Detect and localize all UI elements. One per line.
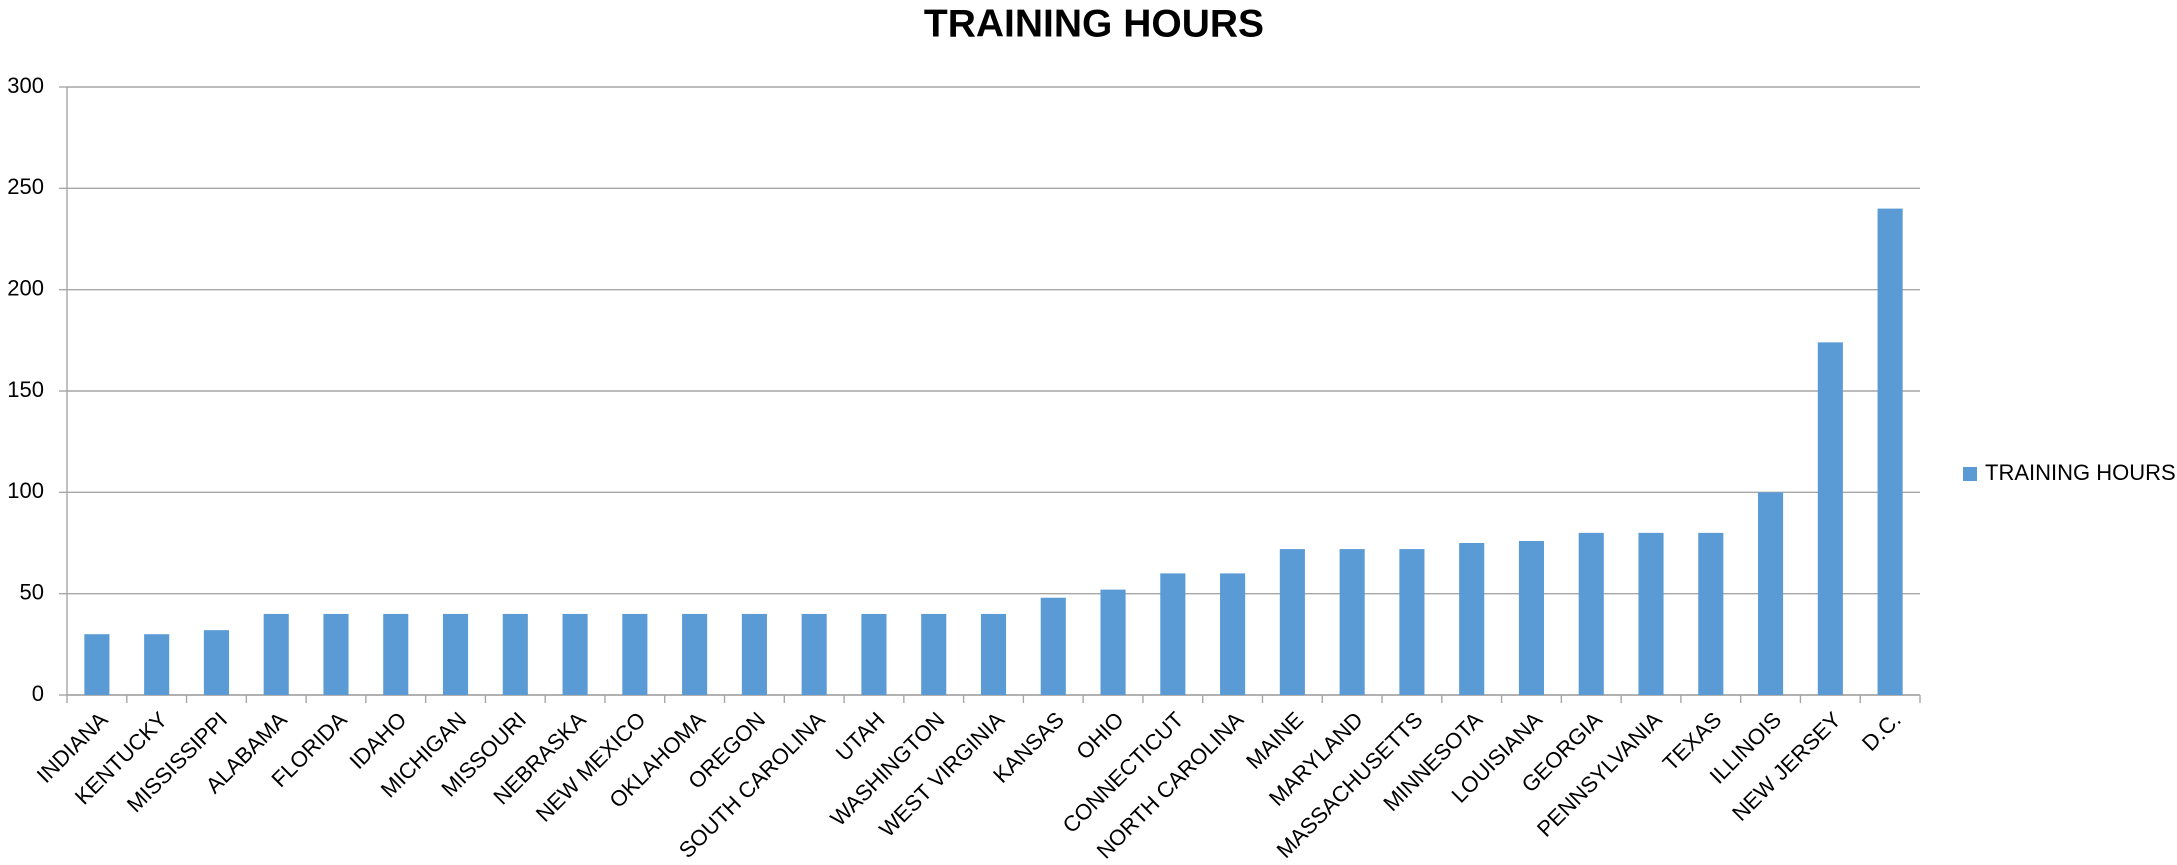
bar <box>323 613 349 695</box>
bar <box>921 613 947 695</box>
bar <box>682 613 708 695</box>
bar <box>1399 549 1425 695</box>
bar <box>1518 540 1545 695</box>
bar <box>1638 532 1664 695</box>
bar <box>383 613 409 695</box>
bar <box>741 613 767 695</box>
bar <box>263 613 289 695</box>
bar <box>980 613 1007 695</box>
bar <box>801 613 827 695</box>
y-tick-label: 300 <box>7 73 44 98</box>
bar <box>1817 342 1843 695</box>
bar <box>1698 532 1724 695</box>
bar <box>1877 208 1903 695</box>
bar <box>144 634 170 695</box>
y-tick-label: 50 <box>20 579 44 604</box>
bar <box>1459 543 1485 695</box>
bar <box>562 613 588 695</box>
y-tick-label: 0 <box>32 681 44 706</box>
bar <box>1339 549 1365 695</box>
bar <box>502 613 528 695</box>
bar <box>1578 532 1604 695</box>
bar <box>1160 573 1186 695</box>
x-tick-label: D.C. <box>1857 707 1906 756</box>
bar <box>1040 597 1066 695</box>
bar <box>442 613 469 695</box>
bar <box>1220 573 1246 695</box>
y-tick-label: 150 <box>7 377 44 402</box>
bar <box>1758 492 1784 695</box>
bar <box>622 613 648 695</box>
bar <box>84 634 110 695</box>
x-tick-label: NEW JERSEY <box>1727 707 1846 826</box>
y-tick-label: 100 <box>7 478 44 503</box>
bar <box>861 613 887 695</box>
y-tick-label: 200 <box>7 275 44 300</box>
bar <box>1100 589 1126 695</box>
legend-label: TRAINING HOURS <box>1985 460 2176 485</box>
x-tick-label: OHIO <box>1071 707 1128 764</box>
bar <box>1279 549 1305 695</box>
chart-title: TRAINING HOURS <box>924 2 1264 45</box>
y-tick-label: 250 <box>7 174 44 199</box>
bar <box>203 630 229 695</box>
legend-swatch <box>1963 467 1977 481</box>
